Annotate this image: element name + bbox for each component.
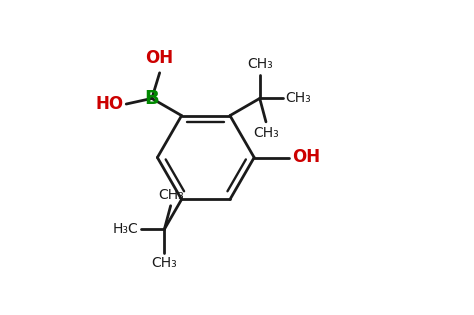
Text: OH: OH: [146, 49, 173, 67]
Text: HO: HO: [96, 95, 124, 113]
Text: H₃C: H₃C: [113, 222, 138, 236]
Text: CH₃: CH₃: [253, 126, 279, 140]
Text: OH: OH: [292, 148, 320, 167]
Text: B: B: [145, 89, 159, 108]
Text: CH₃: CH₃: [286, 91, 311, 106]
Text: CH₃: CH₃: [152, 256, 177, 270]
Text: CH₃: CH₃: [158, 188, 183, 202]
Text: CH₃: CH₃: [247, 57, 273, 71]
